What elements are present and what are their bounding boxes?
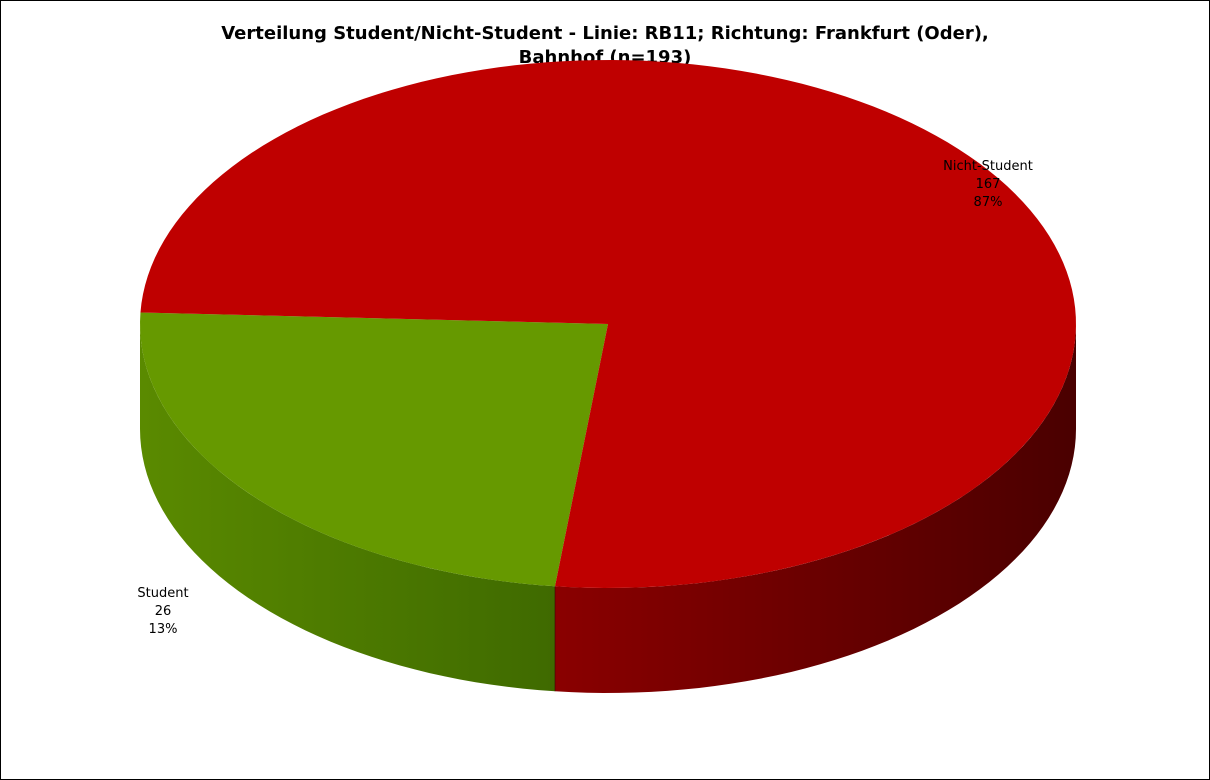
chart-title-line-1: Verteilung Student/Nicht-Student - Linie… bbox=[221, 23, 989, 44]
slice-student-top bbox=[140, 312, 608, 587]
slice-nicht-student-side bbox=[555, 324, 1076, 693]
label-student-name: Student bbox=[137, 586, 188, 601]
slice-nicht-student-top bbox=[140, 60, 1076, 588]
data-labels: Nicht-Student 167 87% Student 26 13% bbox=[137, 159, 1032, 637]
label-nicht-student-percent: 87% bbox=[974, 195, 1003, 210]
pie-sides bbox=[140, 324, 1076, 693]
label-nicht-student-name: Nicht-Student bbox=[943, 159, 1033, 174]
pie-tops bbox=[140, 60, 1076, 588]
label-nicht-student-value: 167 bbox=[976, 177, 1001, 192]
label-student-value: 26 bbox=[155, 604, 172, 619]
label-student-percent: 13% bbox=[149, 622, 178, 637]
slice-student-side bbox=[140, 324, 556, 692]
